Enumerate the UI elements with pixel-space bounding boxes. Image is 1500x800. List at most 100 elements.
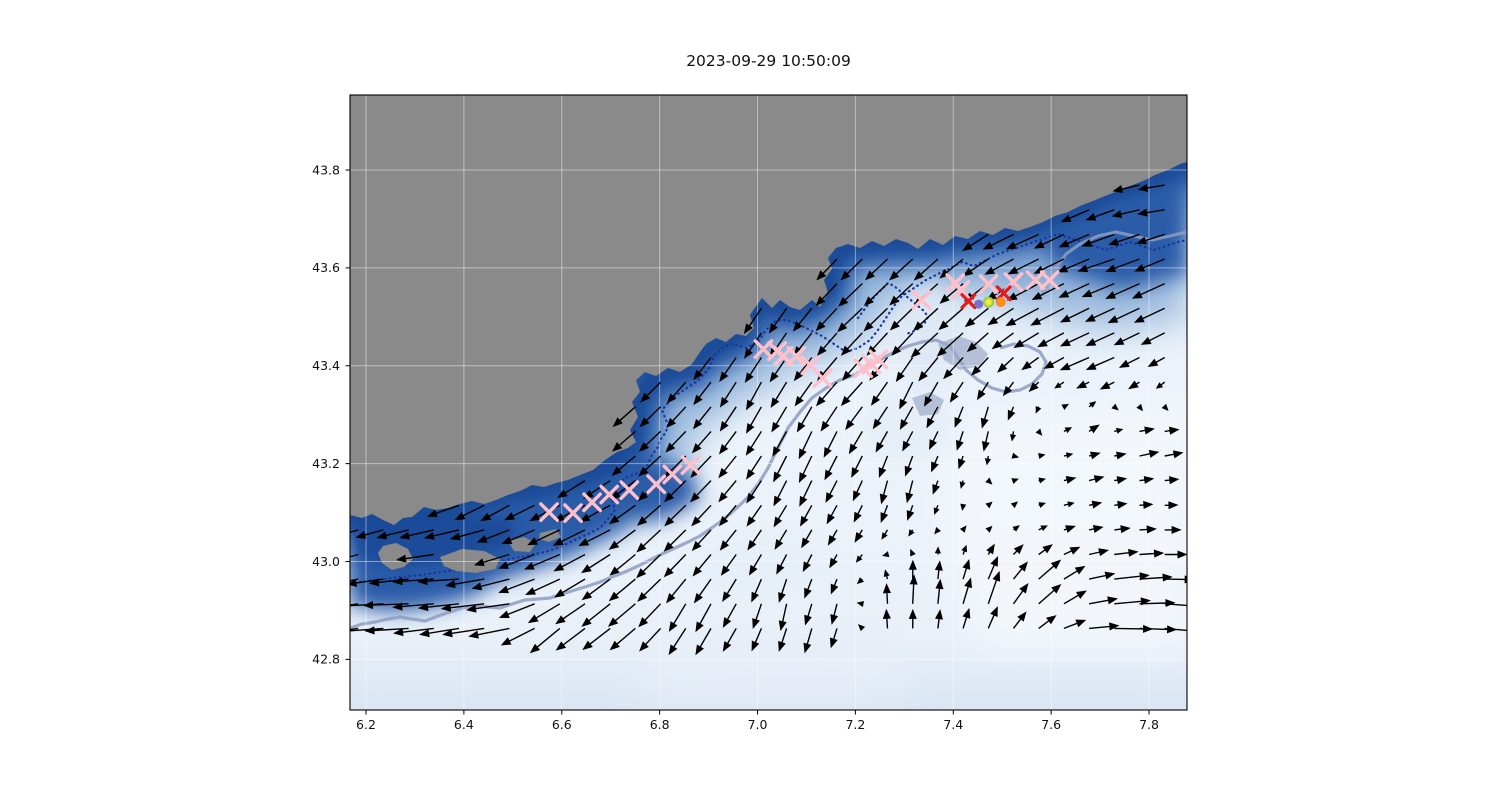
current-arrow [1118, 356, 1140, 368]
current-arrow [826, 504, 838, 525]
current-arrow [771, 406, 788, 433]
current-arrow [1136, 403, 1144, 412]
current-arrow [666, 406, 687, 428]
x-tick-label: 6.8 [650, 717, 670, 732]
current-arrow [794, 381, 813, 407]
current-arrow [748, 554, 763, 576]
pink-cross-marker [599, 484, 620, 505]
current-arrow [466, 603, 510, 613]
current-arrow [882, 608, 891, 629]
current-arrow [581, 553, 611, 574]
current-arrow [840, 332, 863, 356]
current-arrow [984, 258, 1014, 275]
current-arrow [578, 529, 611, 547]
current-arrow [1063, 476, 1077, 484]
current-arrow [637, 578, 662, 602]
current-arrow [939, 258, 964, 279]
current-arrow [1007, 406, 1016, 421]
current-arrow [718, 430, 737, 455]
current-arrow [853, 504, 863, 523]
current-arrow [856, 577, 865, 585]
current-arrow [1057, 258, 1090, 273]
current-arrow [926, 406, 939, 429]
current-arrow [454, 504, 485, 521]
markers-layer [539, 270, 1060, 523]
island-1 [440, 549, 500, 573]
current-arrow [611, 430, 636, 452]
current-arrow [1131, 282, 1165, 299]
current-arrow [904, 455, 914, 477]
current-arrow [1114, 525, 1131, 534]
current-arrow [956, 431, 964, 451]
current-arrow [426, 504, 460, 518]
current-arrow [751, 628, 763, 652]
x-tick-label: 6.4 [454, 717, 474, 732]
x-tick-label: 7.8 [1139, 717, 1159, 732]
current-arrow [943, 357, 964, 380]
current-arrow [881, 529, 889, 540]
current-arrow [949, 381, 964, 403]
pink-cross-marker [978, 274, 999, 294]
current-arrow [608, 578, 636, 602]
current-arrow [1005, 233, 1039, 250]
current-arrow [1136, 233, 1165, 245]
current-arrow [1011, 452, 1020, 459]
current-arrow [504, 504, 535, 521]
pink-cross-marker [619, 480, 640, 500]
current-arrow [824, 455, 838, 481]
current-arrow [971, 357, 989, 376]
current-arrow [984, 455, 991, 466]
current-arrow [350, 529, 359, 533]
current-arrow [976, 381, 989, 401]
current-arrow [555, 627, 586, 651]
current-arrow [838, 283, 863, 307]
current-arrow [1105, 258, 1140, 273]
current-arrow [666, 578, 687, 604]
current-arrow [640, 381, 662, 403]
current-arrow [1099, 381, 1115, 390]
current-arrow [1063, 525, 1076, 533]
current-arrow [959, 480, 966, 489]
current-arrow [910, 332, 939, 358]
current-arrow [639, 627, 662, 652]
pink-cross-marker [786, 346, 807, 366]
y-tick-label: 42.8 [312, 652, 340, 667]
current-arrow [582, 627, 611, 651]
current-arrow [362, 601, 409, 610]
current-arrow [798, 431, 813, 460]
current-arrow [1164, 476, 1180, 485]
current-arrow [473, 553, 510, 567]
current-arrow [1021, 356, 1040, 371]
x-tick-label: 7.2 [845, 717, 865, 732]
current-arrow [718, 480, 737, 503]
current-arrow [665, 430, 687, 453]
current-arrow [607, 603, 636, 627]
current-arrow [1063, 546, 1081, 556]
current-arrow [636, 553, 662, 579]
current-arrow [693, 357, 712, 381]
current-arrow [986, 543, 995, 555]
current-arrow [611, 455, 636, 476]
current-arrow [883, 569, 890, 580]
x-tick-label: 7.6 [1041, 717, 1061, 732]
current-arrow [980, 406, 989, 429]
current-arrow [936, 332, 964, 357]
current-arrow [899, 406, 914, 430]
current-arrow [1038, 544, 1053, 556]
pink-cross-marker [662, 464, 683, 485]
current-arrow [875, 431, 889, 453]
current-arrow [815, 283, 838, 307]
current-arrow [985, 477, 993, 485]
current-arrow [962, 607, 971, 629]
current-arrow [440, 603, 485, 612]
current-arrow [442, 627, 485, 638]
current-arrow [830, 603, 839, 625]
current-arrow [792, 307, 813, 332]
current-arrow [1113, 332, 1140, 346]
current-arrow [722, 628, 737, 652]
current-arrow [1058, 233, 1090, 248]
current-arrow [1063, 427, 1073, 434]
axes-frame [349, 94, 1188, 711]
current-arrow [747, 529, 762, 551]
current-arrow [638, 455, 662, 477]
